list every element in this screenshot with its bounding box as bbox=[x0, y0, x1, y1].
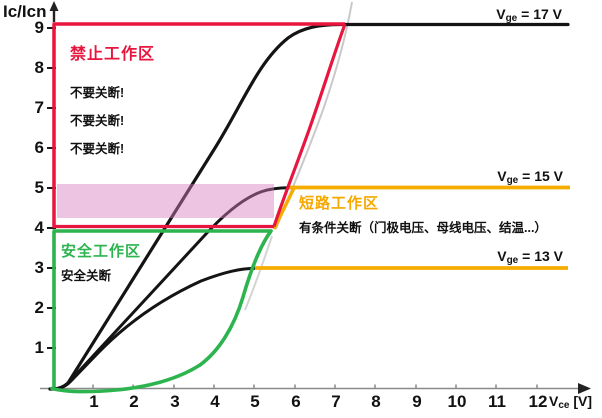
x-axis-title-symbol: V bbox=[549, 393, 559, 409]
x-tick-4: 4 bbox=[210, 392, 220, 411]
x-tick-2: 2 bbox=[129, 392, 139, 411]
vge17-subscript: ge bbox=[505, 13, 518, 24]
green-boundary-curve bbox=[50, 229, 273, 394]
x-tick-11: 11 bbox=[488, 392, 506, 411]
x-axis-arrow-icon bbox=[578, 383, 591, 394]
x-tick-6: 6 bbox=[291, 392, 301, 411]
orange-boundary-diagonal bbox=[272, 185, 297, 230]
x-tick-7: 7 bbox=[331, 392, 341, 411]
y-axis-title: Ic/Icn bbox=[3, 2, 47, 21]
x-tick-9: 9 bbox=[412, 392, 422, 411]
vge15-value: = 15 V bbox=[518, 168, 563, 184]
y-tick-3: 3 bbox=[34, 258, 44, 277]
y-tick-9: 9 bbox=[34, 18, 44, 37]
vge17-symbol: V bbox=[496, 6, 506, 22]
y-tick-4: 4 bbox=[34, 218, 44, 237]
vge15-symbol: V bbox=[497, 168, 507, 184]
red-boundary-curve bbox=[272, 23, 347, 227]
short-circuit-note: 有条件关断（门极电压、母线电压、结温...） bbox=[299, 221, 547, 235]
vge13-label: Vge = 13 V bbox=[485, 248, 563, 266]
y-tick-8: 8 bbox=[34, 58, 44, 77]
x-tick-3: 3 bbox=[170, 392, 180, 411]
vge17-value: = 17 V bbox=[517, 6, 562, 22]
forbidden-zone-title: 禁止工作区 bbox=[70, 46, 156, 63]
x-tick-5: 5 bbox=[250, 392, 260, 411]
vge15-label: Vge = 15 V bbox=[485, 168, 563, 186]
y-axis-arrow-icon bbox=[49, 1, 59, 11]
vge13-value: = 13 V bbox=[518, 248, 563, 264]
safe-zone-title: 安全工作区 bbox=[61, 243, 142, 260]
forbidden-warning-1: 不要关断! bbox=[70, 86, 125, 100]
x-tick-1: 1 bbox=[89, 392, 99, 411]
y-tick-5: 5 bbox=[34, 178, 44, 197]
short-circuit-zone-title: 短路工作区 bbox=[299, 195, 380, 212]
safe-zone-note: 安全关断 bbox=[61, 269, 112, 283]
vge17-label: Vge = 17 V bbox=[484, 6, 562, 24]
x-axis-title: Vce [V] bbox=[549, 393, 593, 411]
vge13-symbol: V bbox=[497, 248, 507, 264]
vge13-subscript: ge bbox=[506, 255, 519, 266]
x-axis-title-unit: [V] bbox=[569, 393, 593, 409]
shadow-curve-lower bbox=[244, 235, 273, 311]
vge15-subscript: ge bbox=[506, 175, 519, 186]
y-tick-7: 7 bbox=[34, 98, 44, 117]
curve-vge13 bbox=[48, 266, 256, 391]
y-tick-1: 1 bbox=[34, 338, 44, 357]
x-tick-8: 8 bbox=[371, 392, 381, 411]
y-axis-ticks bbox=[47, 27, 56, 349]
y-tick-6: 6 bbox=[34, 138, 44, 157]
forbidden-warning-3: 不要关断! bbox=[70, 142, 125, 156]
forbidden-warning-2: 不要关断! bbox=[70, 114, 125, 128]
x-tick-10: 10 bbox=[447, 392, 467, 411]
x-tick-12: 12 bbox=[528, 392, 548, 411]
pink-highlight-band bbox=[57, 184, 274, 218]
x-axis-title-subscript: ce bbox=[558, 400, 570, 411]
y-tick-2: 2 bbox=[34, 298, 44, 317]
